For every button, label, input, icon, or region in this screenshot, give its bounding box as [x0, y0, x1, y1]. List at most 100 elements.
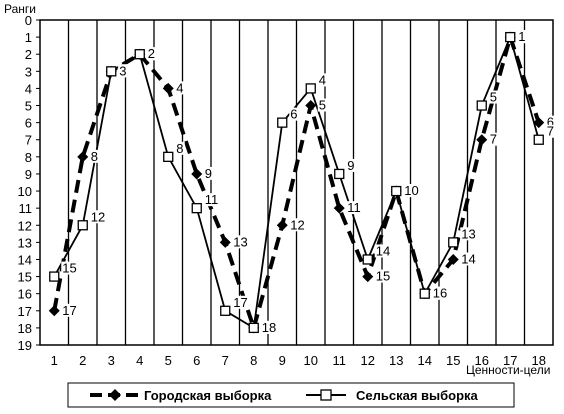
rural-point-15 — [448, 237, 459, 248]
rural-label-2: 12 — [91, 209, 105, 224]
x-tick-5: 5 — [165, 353, 172, 368]
city-point-15 — [447, 253, 459, 265]
x-tick-9: 9 — [279, 353, 286, 368]
x-tick-4: 4 — [136, 353, 143, 368]
y-tick-6: 6 — [25, 116, 32, 131]
city-point-2 — [77, 151, 89, 163]
y-tick-13: 13 — [18, 235, 32, 250]
rural-point-7 — [220, 305, 231, 316]
chart-series: 1783249131812511151016147161512328111718… — [48, 29, 556, 335]
rural-label-4-bg — [146, 47, 157, 61]
x-tick-3: 3 — [108, 353, 115, 368]
rural-point-13 — [391, 185, 402, 197]
y-tick-12: 12 — [18, 218, 32, 233]
rural-label-12: 14 — [376, 243, 390, 258]
rural-point-5 — [163, 151, 174, 162]
city-label-16: 7 — [490, 132, 497, 147]
rural-label-11: 9 — [347, 158, 354, 173]
rural-point-4 — [134, 49, 145, 60]
city-point-1 — [48, 305, 60, 317]
x-tick-15: 15 — [446, 353, 460, 368]
rural-label-1: 15 — [62, 261, 76, 276]
rural-label-17: 1 — [518, 29, 525, 44]
city-point-6 — [191, 168, 203, 180]
x-tick-12: 12 — [361, 353, 375, 368]
y-tick-17: 17 — [18, 304, 32, 319]
rural-label-8: 18 — [262, 320, 276, 335]
rural-point-2 — [77, 220, 88, 231]
city-label-18-bg — [545, 115, 556, 129]
city-label-5-bg — [175, 81, 185, 95]
rural-label-2-bg — [89, 210, 107, 224]
rural-label-5: 8 — [176, 141, 183, 156]
y-tick-4: 4 — [25, 81, 32, 96]
x-tick-labels: 1 2 3 4 5 6 7 8 9 10 11 12 13 14 15 16 17 18 — [51, 353, 546, 368]
rural-point-11 — [334, 168, 345, 180]
city-label-10-bg — [317, 98, 328, 112]
rural-label-18: 7 — [547, 124, 554, 139]
y-tick-18: 18 — [18, 321, 32, 336]
x-tick-6: 6 — [193, 353, 200, 368]
city-label-5: 4 — [176, 80, 183, 95]
x-tick-2: 2 — [79, 353, 86, 368]
y-tick-11: 11 — [19, 201, 33, 216]
y-tick-1: 1 — [25, 30, 32, 45]
rural-label-1-bg — [61, 261, 79, 275]
x-tick-8: 8 — [250, 353, 257, 368]
x-tick-16: 16 — [475, 353, 489, 368]
rural-label-17-bg — [517, 30, 527, 44]
rural-label-10-bg — [317, 73, 328, 87]
city-label-12: 15 — [376, 269, 390, 284]
rural-label-5-bg — [175, 141, 185, 155]
city-label-11-bg — [346, 201, 364, 215]
rural-label-6-bg — [203, 193, 221, 207]
legend-rural-label: Сельская выборка — [356, 388, 479, 403]
rural-point-17 — [505, 31, 516, 43]
city-label-6: 9 — [205, 166, 212, 181]
x-tick-11: 11 — [333, 353, 347, 368]
legend-box — [67, 382, 515, 408]
legend-city-label: Городская выборка — [144, 388, 272, 403]
y-tick-3: 3 — [25, 64, 32, 79]
rural-label-15-bg — [460, 227, 478, 241]
city-label-9-bg — [289, 218, 307, 232]
legend-swatch-rural-marker — [320, 389, 332, 401]
city-label-9: 12 — [290, 217, 304, 232]
x-tick-17: 17 — [503, 353, 517, 368]
city-label-16-bg — [488, 132, 499, 146]
rural-label-14: 16 — [433, 286, 447, 301]
rural-point-18 — [533, 134, 544, 145]
x-tick-13: 13 — [389, 353, 403, 368]
rural-label-9: 6 — [290, 107, 297, 122]
rural-point-10 — [305, 83, 316, 94]
rural-label-15: 13 — [461, 226, 475, 241]
rural-label-11-bg — [346, 158, 356, 172]
rural-label-7: 17 — [233, 295, 247, 310]
rural-label-13: 10 — [404, 183, 418, 198]
rural-point-1 — [49, 271, 60, 282]
y-tick-9: 9 — [25, 167, 32, 182]
y-tick-7: 7 — [25, 133, 32, 148]
y-tick-14: 14 — [18, 252, 32, 267]
city-point-9 — [276, 219, 288, 231]
y-tick-19: 19 — [18, 338, 32, 353]
rural-label-13-bg — [403, 184, 421, 198]
x-tick-7: 7 — [222, 353, 229, 368]
legend-swatch-city-marker — [109, 389, 121, 401]
city-label-18: 6 — [547, 115, 554, 130]
y-tick-2: 2 — [25, 47, 32, 62]
y-tick-0: 0 — [25, 13, 32, 28]
city-label-2-bg — [89, 149, 100, 163]
rural-label-4: 2 — [148, 46, 155, 61]
rural-point-6 — [191, 203, 202, 214]
city-point-12 — [362, 271, 374, 283]
rural-point-12 — [362, 254, 373, 265]
city-label-2: 8 — [91, 149, 98, 164]
rural-label-8-bg — [260, 320, 278, 334]
city-label-15: 14 — [461, 251, 475, 266]
x-tick-1: 1 — [51, 353, 58, 368]
rural-point-9 — [277, 117, 288, 128]
rural-label-16-bg — [488, 90, 499, 104]
legend: Городская выборка Сельская выборка — [67, 382, 515, 408]
